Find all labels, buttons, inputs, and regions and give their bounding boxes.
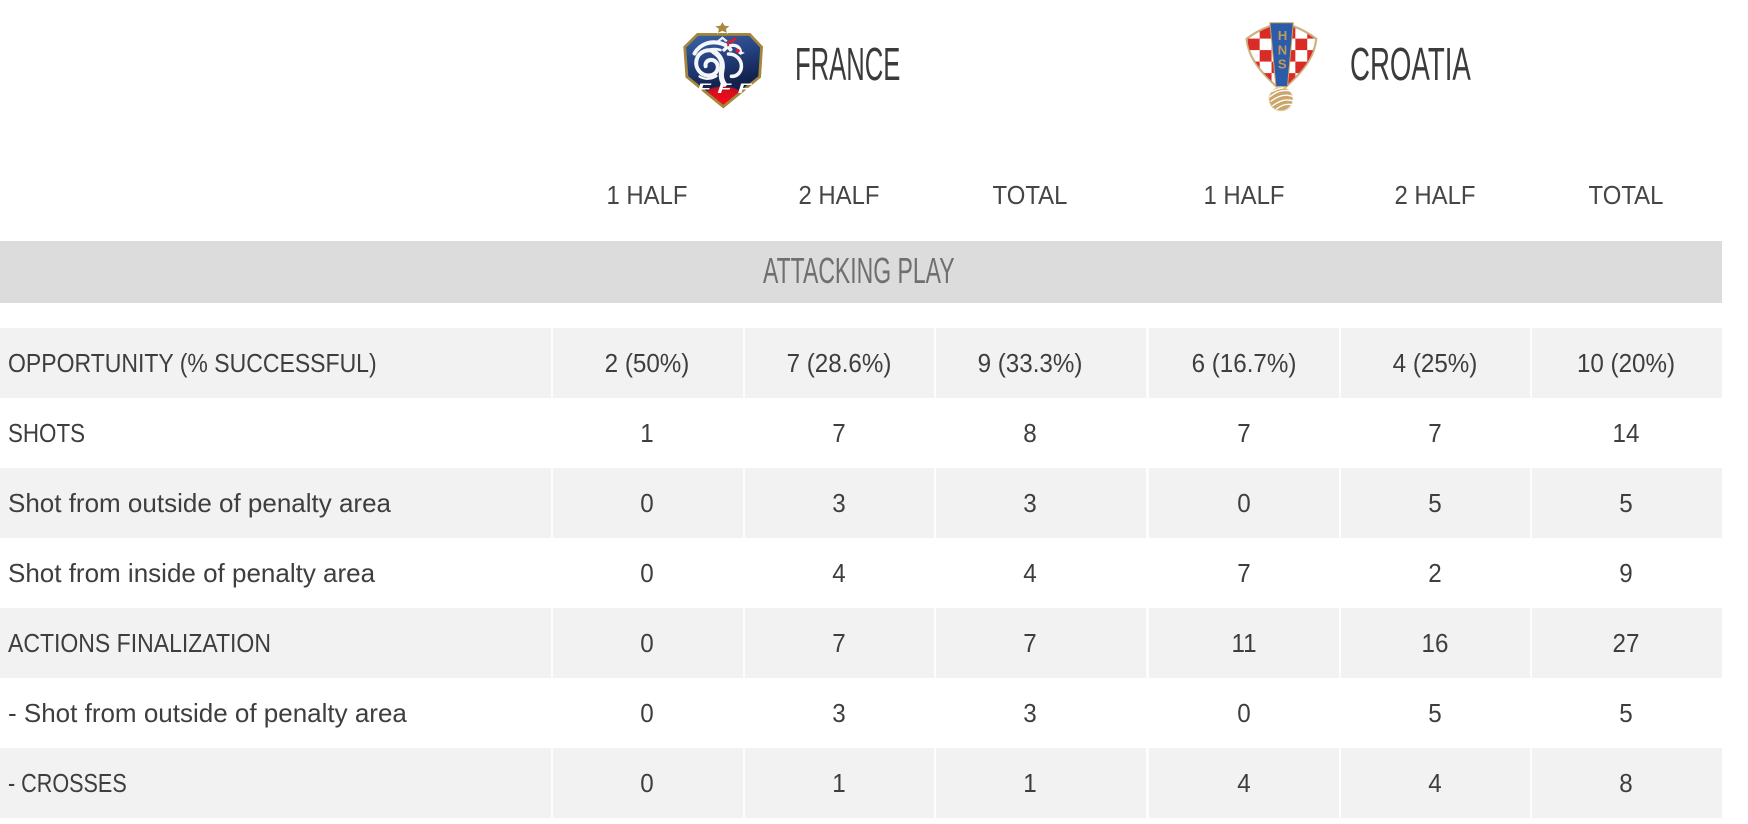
svg-text:H: H [1278, 28, 1287, 43]
svg-text:FFF: FFF [697, 81, 758, 96]
svg-text:N: N [1278, 42, 1287, 57]
svg-text:S: S [1278, 57, 1287, 72]
